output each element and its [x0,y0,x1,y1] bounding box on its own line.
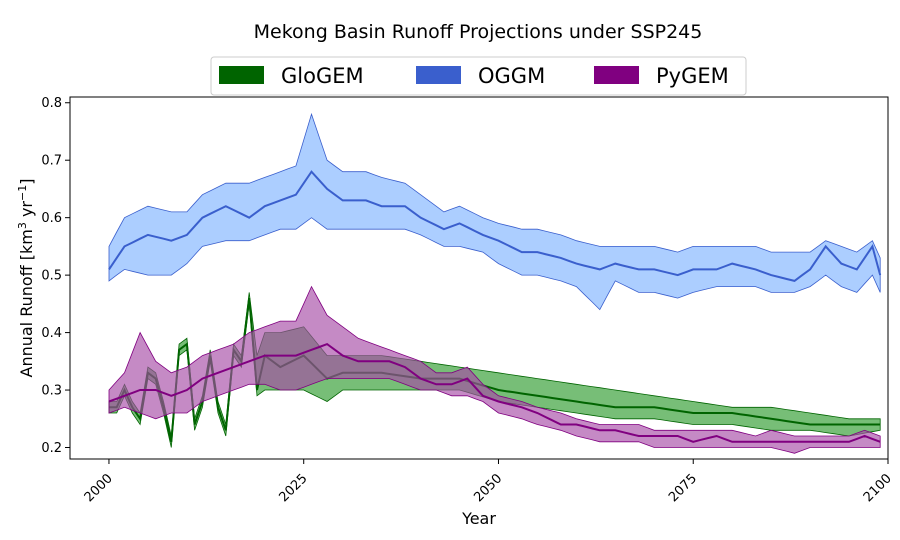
x-tick-label: 2100 [861,471,895,505]
y-axis-label: Annual Runoff [km3 yr−1] [16,179,36,378]
band-pygem [108,285,881,454]
legend-label-glogem: GloGEM [281,64,364,88]
y-axis: 0.2 0.3 0.4 0.5 0.6 0.7 0.8 [41,96,70,456]
y-tick-label: 0.2 [41,441,62,456]
chart-title: Mekong Basin Runoff Projections under SS… [254,21,703,43]
y-tick-label: 0.3 [41,384,62,399]
legend-label-pygem: PyGEM [656,64,729,88]
y-tick-label: 0.4 [41,326,62,341]
legend-swatch-pygem [594,66,639,84]
legend: GloGEM OGGM PyGEM [210,56,747,96]
x-tick-label: 2050 [471,471,505,505]
legend-swatch-oggm [416,66,461,84]
legend-swatch-glogem [219,66,264,84]
x-tick-label: 2000 [82,471,116,505]
x-tick-label: 2075 [666,471,700,505]
band-oggm [108,112,881,311]
x-axis-label: Year [461,509,496,528]
series-line-pygem [108,342,881,443]
y-tick-label: 0.7 [41,154,62,169]
y-tick-label: 0.8 [41,96,62,111]
x-tick-label: 2025 [277,471,311,505]
plot-area [108,112,882,454]
y-tick-label: 0.6 [41,211,62,226]
x-axis: 2000 2025 2050 2075 2100 [82,459,895,505]
y-tick-label: 0.5 [41,269,62,284]
plot-frame [69,96,889,460]
series-line-oggm [108,170,882,282]
legend-label-oggm: OGGM [478,64,545,88]
